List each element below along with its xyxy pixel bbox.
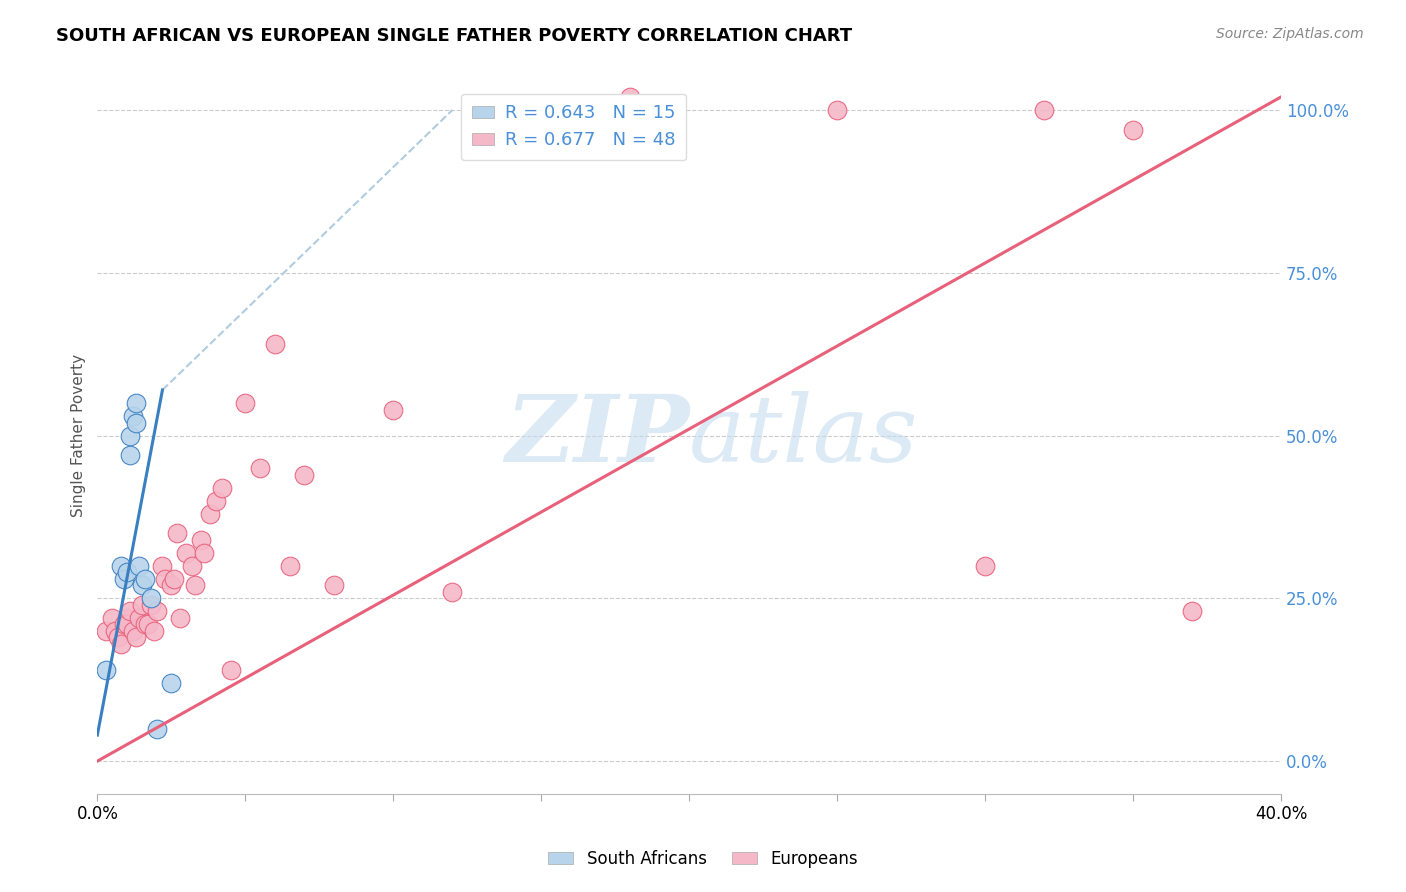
Point <box>136 617 159 632</box>
Point <box>101 611 124 625</box>
Point <box>249 461 271 475</box>
Point <box>121 409 143 423</box>
Point <box>131 578 153 592</box>
Point <box>1033 103 1056 117</box>
Point <box>128 611 150 625</box>
Point <box>264 337 287 351</box>
Point <box>294 467 316 482</box>
Point <box>160 676 183 690</box>
Point <box>115 611 138 625</box>
Point <box>131 598 153 612</box>
Point <box>134 617 156 632</box>
Point <box>112 572 135 586</box>
Point <box>134 572 156 586</box>
Legend: R = 0.643   N = 15, R = 0.677   N = 48: R = 0.643 N = 15, R = 0.677 N = 48 <box>461 94 686 161</box>
Point <box>107 631 129 645</box>
Point <box>169 611 191 625</box>
Point <box>96 624 118 638</box>
Point <box>139 591 162 606</box>
Point <box>128 558 150 573</box>
Point <box>125 416 148 430</box>
Point <box>278 558 301 573</box>
Point <box>142 624 165 638</box>
Text: ZIP: ZIP <box>505 391 689 481</box>
Point <box>204 493 226 508</box>
Point <box>115 566 138 580</box>
Point <box>190 533 212 547</box>
Point <box>193 546 215 560</box>
Point <box>121 624 143 638</box>
Legend: South Africans, Europeans: South Africans, Europeans <box>541 844 865 875</box>
Point <box>441 584 464 599</box>
Point <box>104 624 127 638</box>
Point <box>233 396 256 410</box>
Point <box>152 558 174 573</box>
Point <box>115 617 138 632</box>
Point <box>96 663 118 677</box>
Point <box>145 604 167 618</box>
Point <box>174 546 197 560</box>
Point <box>155 572 177 586</box>
Point <box>125 631 148 645</box>
Point <box>323 578 346 592</box>
Point <box>181 558 204 573</box>
Point <box>974 558 997 573</box>
Point <box>219 663 242 677</box>
Point <box>118 448 141 462</box>
Point <box>619 90 641 104</box>
Text: Source: ZipAtlas.com: Source: ZipAtlas.com <box>1216 27 1364 41</box>
Point <box>125 396 148 410</box>
Point <box>112 617 135 632</box>
Text: SOUTH AFRICAN VS EUROPEAN SINGLE FATHER POVERTY CORRELATION CHART: SOUTH AFRICAN VS EUROPEAN SINGLE FATHER … <box>56 27 852 45</box>
Point <box>1181 604 1204 618</box>
Point <box>382 402 405 417</box>
Point <box>1122 122 1144 136</box>
Point <box>198 507 221 521</box>
Point <box>145 722 167 736</box>
Text: atlas: atlas <box>689 391 918 481</box>
Y-axis label: Single Father Poverty: Single Father Poverty <box>72 354 86 517</box>
Point <box>139 598 162 612</box>
Point <box>530 103 553 117</box>
Point <box>160 578 183 592</box>
Point <box>118 604 141 618</box>
Point <box>110 558 132 573</box>
Point <box>184 578 207 592</box>
Point <box>163 572 186 586</box>
Point <box>166 526 188 541</box>
Point <box>825 103 848 117</box>
Point <box>110 637 132 651</box>
Point <box>118 428 141 442</box>
Point <box>211 481 233 495</box>
